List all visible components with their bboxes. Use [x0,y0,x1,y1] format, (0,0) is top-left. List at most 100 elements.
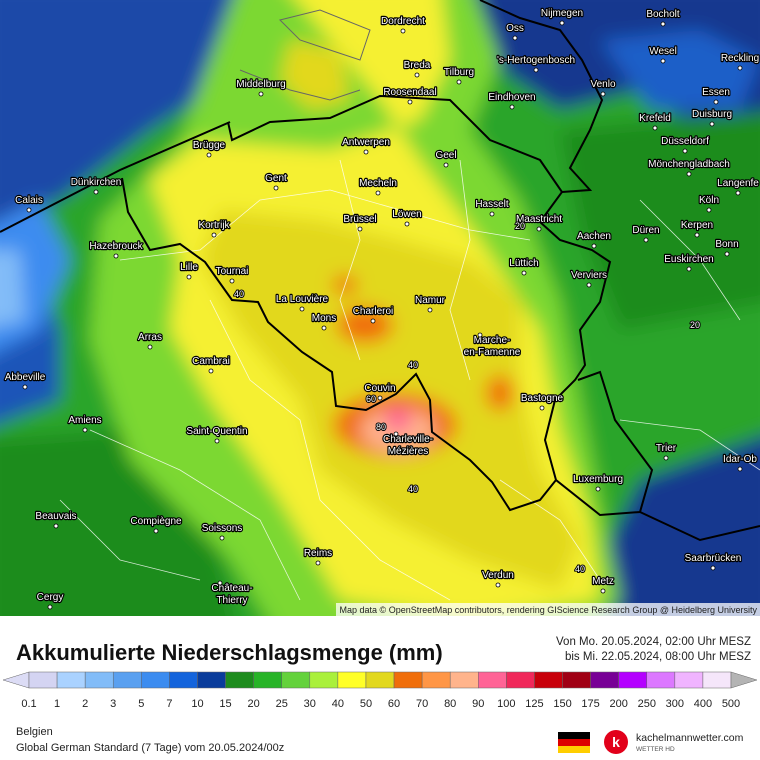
city-dot [299,306,305,312]
legend-label: 5 [138,698,144,710]
legend-swatch [309,671,339,689]
city-dot [113,253,119,259]
city-label: Venlo [590,79,615,90]
city-label: Duisburg [692,109,732,120]
city-dot [219,535,225,541]
national-borders [0,0,760,542]
city-dot [53,523,59,529]
legend-swatch [393,671,423,689]
contour-labels: 40 40 40 40 60 80 20 20 [233,220,701,575]
city-label: Wesel [649,46,677,57]
city-dot [153,528,159,534]
contour-label: 40 [408,360,418,370]
city-dot [595,486,601,492]
city-label: Reckling [721,53,759,64]
city-dot [724,251,730,257]
city-dot [706,207,712,213]
city-dot [370,318,376,324]
period-to: bis Mi. 22.05.2024, 08:00 Uhr MESZ [565,651,751,663]
city-label: Aachen [577,231,611,242]
region-borders [59,159,760,601]
city-dot [713,99,719,105]
attribution: Map data © OpenStreetMap contributors, r… [340,605,758,615]
city-dot [735,190,741,196]
contour-label: 80 [376,422,386,432]
legend-swatch [56,671,86,689]
legend-swatch [337,671,367,689]
city-dot [427,307,433,313]
city-dot [26,207,32,213]
city-label: Soissons [202,523,243,534]
brand-sub: WETTER HD [636,746,675,753]
city-dot [643,237,649,243]
title: Akkumulierte Niederschlagsmenge (mm) [16,640,443,665]
city-dot [737,466,743,472]
city-dot [509,104,515,110]
city-dot [686,266,692,272]
legend-label: 15 [219,698,231,710]
city-label: Amiens [68,415,101,426]
city-label: Marche- [474,335,511,346]
city-label: Namur [415,295,446,306]
flag [558,732,590,753]
city-dot [663,455,669,461]
legend-label: 25 [276,698,288,710]
legend-label: 0.1 [21,698,36,710]
legend-swatch [225,671,254,689]
city-label: Euskirchen [664,254,713,265]
city-label: Abbeville [5,372,46,383]
city-dot [694,232,700,238]
legend-label: 400 [694,698,712,710]
city-label: Nijmegen [541,8,583,19]
contour-label: 40 [234,289,244,299]
city-label: Idar-Ob [723,454,757,465]
legend-arrow-above [730,671,758,689]
legend-swatch [449,671,479,689]
city-label: Brüssel [343,214,376,225]
legend-label: 200 [610,698,628,710]
city-label: Mézières [388,446,429,457]
city-label: Breda [404,60,431,71]
city-label: Trier [656,443,677,454]
city-dot [186,274,192,280]
city-label: Cambrai [192,356,230,367]
legend-swatch [112,671,142,689]
city-label: Mönchengladbach [648,159,730,170]
city-label: Bocholt [646,9,680,20]
city-dot [315,560,321,566]
city-dot [211,232,217,238]
city-dot [737,65,743,71]
city-dot [591,243,597,249]
legend-label: 3 [110,698,116,710]
city-dot [512,35,518,41]
legend-label: 60 [388,698,400,710]
city-label: en-Famenne [464,347,521,358]
city-label: Thierry [216,595,247,606]
map: Dordrecht Nijmegen Bocholt Oss Wesel Reckling… [0,0,760,616]
city-label: Cergy [37,592,64,603]
contour-label: 20 [515,221,525,231]
legend-label: 100 [497,698,515,710]
city-dot [495,582,501,588]
city-dot [414,72,420,78]
legend-swatch [141,671,170,689]
legend-swatch [618,671,648,689]
contour-label: 40 [575,564,585,574]
city-label: Löwen [392,209,421,220]
city-dot [536,226,542,232]
city-label: Langenfe [717,178,759,189]
coastline [239,9,371,101]
legend-arrow-below [2,671,30,689]
legend-swatch [281,671,311,689]
city-label: Charleville- [383,434,433,445]
city-dot [217,580,223,586]
city-dot [93,189,99,195]
legend-swatch [562,671,591,689]
logo-k: k [612,734,620,750]
city-dot [652,125,658,131]
brand[interactable]: kachelmannwetter.com [636,732,744,744]
city-dot [660,21,666,27]
city-dot [321,325,327,331]
legend-label: 300 [666,698,684,710]
city-label: Kortrijk [198,220,230,231]
